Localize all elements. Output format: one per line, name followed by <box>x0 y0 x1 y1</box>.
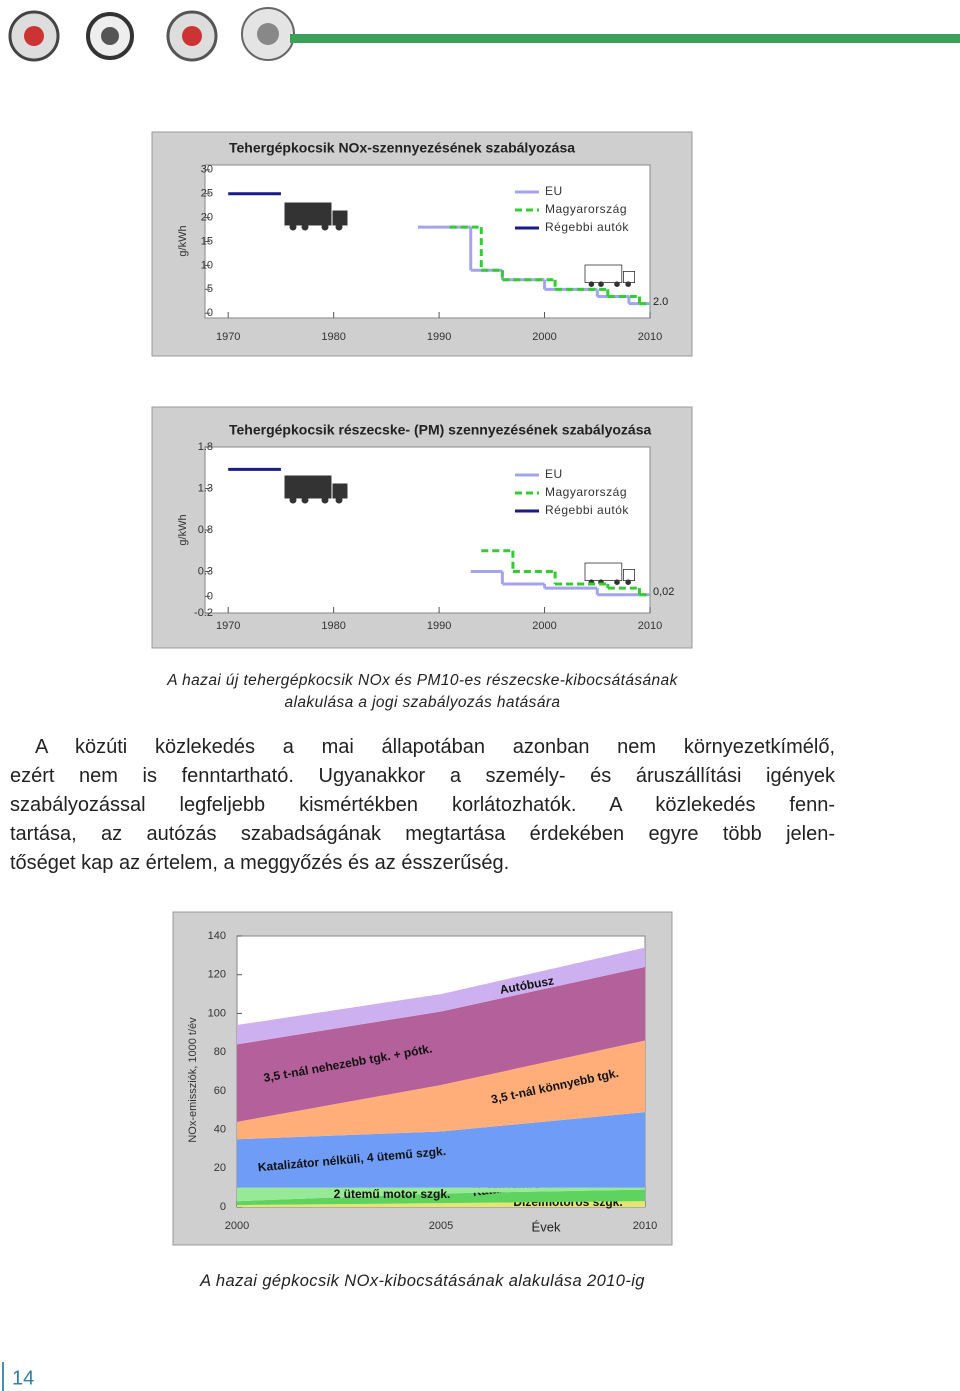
y-axis-label: g/kWh <box>177 225 189 256</box>
truck-wheel <box>335 223 343 231</box>
paragraph-line: szabályozással legfeljebb kismértékben k… <box>10 794 835 816</box>
x-tick-label: 2010 <box>638 331 662 343</box>
legend-label: EU <box>545 184 563 198</box>
truck-icon <box>584 264 636 287</box>
x-axis-label: Évek <box>532 1219 561 1234</box>
truck-body <box>584 264 623 284</box>
area-layer <box>237 1187 645 1202</box>
legend-label: Régebbi autók <box>545 503 629 517</box>
legend-label: Magyarország <box>545 485 627 499</box>
truck-wheel <box>614 579 620 585</box>
area-layer <box>237 947 645 1045</box>
truck-cab <box>623 569 636 582</box>
legend-label: Régebbi autók <box>545 220 629 234</box>
truck-wheel <box>588 281 595 287</box>
truck-wheel <box>289 223 297 231</box>
x-tick-label: 2000 <box>532 331 556 343</box>
truck-wheel <box>289 496 297 504</box>
paragraph-line: tartása, az autózás szabadságának megtar… <box>10 823 835 845</box>
x-tick-label: 2010 <box>633 1220 657 1232</box>
y-axis-label: NOx-emissziók, 1000 t/év <box>187 1017 199 1143</box>
truck-wheel <box>321 496 329 504</box>
y-tick-label: 120 <box>208 969 226 981</box>
y-tick-label: 140 <box>208 930 226 942</box>
legend-label: EU <box>545 467 563 481</box>
x-tick-label: 1970 <box>216 331 240 343</box>
y-tick-label: 20 <box>214 1162 226 1174</box>
header-icons <box>8 7 960 62</box>
plot-area <box>204 446 651 614</box>
area-layer <box>237 1189 645 1206</box>
chart-title: Tehergépkocsik részecske- (PM) szennyezé… <box>229 422 651 438</box>
truck-wheel <box>625 281 631 287</box>
annotation: 2.0 <box>653 296 668 308</box>
caption-line: A hazai új tehergépkocsik NOx és PM10-es… <box>167 672 678 689</box>
y-axis-label: g/kWh <box>177 514 189 545</box>
x-tick-label: 2010 <box>638 620 662 632</box>
area-label: 2 ütemű motor szgk. <box>334 1187 451 1201</box>
area-layer <box>237 1112 645 1188</box>
area-layer <box>237 966 645 1122</box>
truck-wheel <box>321 223 329 231</box>
y-tick-label: 60 <box>214 1085 226 1097</box>
truck-body <box>284 475 332 499</box>
caption: A hazai gépkocsik NOx-kibocsátásának ala… <box>200 1272 645 1290</box>
x-tick-label: 1980 <box>321 331 345 343</box>
legend-label: Magyarország <box>545 202 627 216</box>
x-tick-label: 2000 <box>225 1220 249 1232</box>
truck-icon <box>584 562 636 585</box>
y-tick-label: 100 <box>208 1007 226 1019</box>
truck-icon <box>284 202 348 231</box>
area-layer <box>237 1201 645 1207</box>
y-tick-label: 80 <box>214 1046 226 1058</box>
caption-line: alakulása a jogi szabályozás hatására <box>284 694 561 711</box>
truck-wheel <box>301 223 309 231</box>
chart-layer: Tehergépkocsik NOx-szennyezésének szabál… <box>151 131 693 1246</box>
x-tick-label: 1990 <box>427 620 451 632</box>
truck-cab <box>623 271 636 284</box>
annotation: 0,02 <box>653 586 674 598</box>
paragraph-line: tőséget kap az értelem, a meggyőzés és a… <box>10 852 510 874</box>
truck-wheel <box>335 496 343 504</box>
x-tick-label: 2000 <box>532 620 556 632</box>
truck-wheel <box>598 281 604 287</box>
chart-title: Tehergépkocsik NOx-szennyezésének szabál… <box>229 140 575 156</box>
truck-wheel <box>301 496 309 504</box>
truck-icon <box>284 475 348 504</box>
area-layer <box>237 1040 645 1140</box>
truck-cab <box>332 483 348 499</box>
truck-cab <box>332 210 348 226</box>
y-tick-label: 0 <box>220 1201 226 1213</box>
plot-area <box>204 164 651 319</box>
x-tick-label: 1990 <box>427 331 451 343</box>
truck-wheel <box>625 579 631 585</box>
y-tick-label: -0.2 <box>194 607 213 619</box>
paragraph-line: A közúti közlekedés a mai állapotában az… <box>35 736 835 758</box>
truck-body <box>284 202 332 226</box>
truck-wheel <box>614 281 620 287</box>
page-number: 14 <box>12 1367 34 1389</box>
x-tick-label: 1970 <box>216 620 240 632</box>
paragraph-line: ezért nem is fenntartható. Ugyanakkor a … <box>10 765 835 787</box>
x-tick-label: 2005 <box>429 1220 453 1232</box>
truck-body <box>584 562 623 582</box>
x-tick-label: 1980 <box>321 620 345 632</box>
y-tick-label: 40 <box>214 1123 226 1135</box>
